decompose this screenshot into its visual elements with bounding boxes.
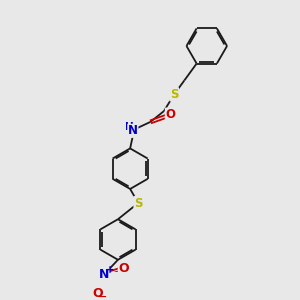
Text: N: N bbox=[99, 268, 109, 281]
Text: O: O bbox=[93, 287, 103, 300]
Text: O: O bbox=[118, 262, 129, 275]
Text: S: S bbox=[170, 88, 178, 101]
Text: O: O bbox=[165, 108, 176, 121]
Text: −: − bbox=[98, 292, 107, 300]
Text: H: H bbox=[125, 122, 134, 132]
Text: N: N bbox=[128, 124, 138, 137]
Text: S: S bbox=[134, 196, 142, 209]
Text: +: + bbox=[106, 265, 114, 275]
